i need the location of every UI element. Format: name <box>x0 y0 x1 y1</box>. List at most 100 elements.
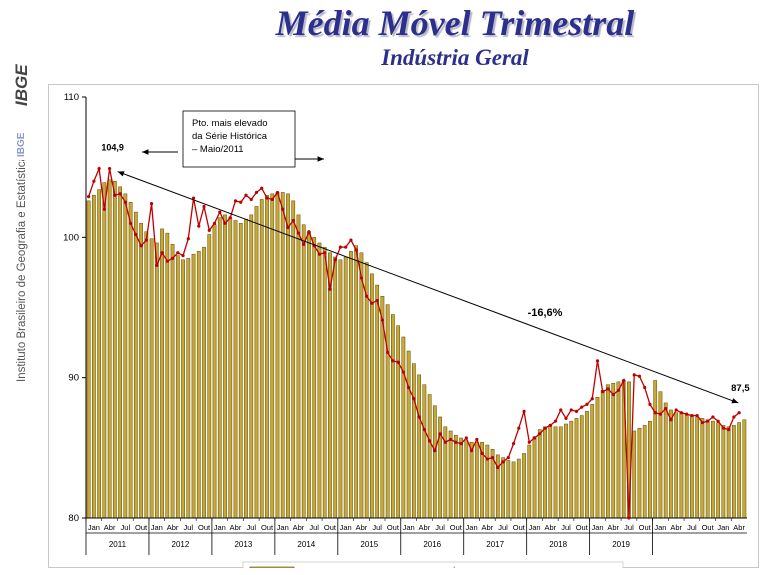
bar <box>217 217 222 519</box>
line-point <box>517 426 521 430</box>
line-point <box>700 420 705 425</box>
line-point <box>669 418 673 422</box>
month-tick-label: Jan <box>88 523 100 532</box>
bar <box>695 416 700 519</box>
month-tick-label: Out <box>261 523 274 532</box>
bar <box>406 350 411 519</box>
bar <box>359 252 364 519</box>
year-label: 2014 <box>297 540 315 549</box>
bar <box>648 420 652 519</box>
bar <box>653 380 658 519</box>
max-note-line: Pto. mais elevado <box>192 118 268 129</box>
line-point <box>139 244 143 248</box>
line-point <box>601 390 605 394</box>
line-point <box>254 190 259 195</box>
line-point <box>97 166 101 171</box>
max-value-label: 104,9 <box>101 143 124 153</box>
bar <box>412 363 416 519</box>
line-point <box>359 276 364 280</box>
legend-label-bar: Média Móvel Trimestral <box>300 567 383 568</box>
bar <box>202 246 206 519</box>
bar <box>139 223 143 519</box>
bar <box>165 232 170 519</box>
line-point <box>286 225 290 230</box>
bar <box>364 262 369 519</box>
month-tick-label: Jan <box>151 523 163 532</box>
line-point <box>611 392 615 397</box>
month-tick-label: Out <box>198 523 211 532</box>
line-point <box>223 221 227 225</box>
month-tick-label: Jan <box>528 523 540 532</box>
line-point <box>627 516 631 520</box>
month-tick-label: Out <box>135 523 148 532</box>
line-point <box>391 359 395 363</box>
line-point <box>108 166 112 171</box>
year-label: 2012 <box>172 540 190 549</box>
line-point <box>417 415 421 419</box>
sidebar-ibge: IBGE IBGE Instituto Brasileiro de Geogra… <box>0 0 40 575</box>
line-point <box>501 460 505 464</box>
legend-label-line: Índice de Base Fixa com Ajuste Sazonal <box>453 567 596 568</box>
year-label: 2015 <box>360 540 378 549</box>
line-point <box>543 426 547 430</box>
line-point <box>160 251 164 255</box>
y-tick-label: 100 <box>63 232 79 243</box>
ibge-logo-text: IBGE <box>12 64 31 106</box>
bar <box>669 409 673 519</box>
month-tick-label: Jan <box>340 523 352 532</box>
line-point <box>328 287 332 291</box>
line-point <box>580 405 584 409</box>
month-tick-label: Jan <box>717 523 729 532</box>
svg-text:Instituto Brasileiro de Geogra: Instituto Brasileiro de Geografia e Esta… <box>16 160 28 382</box>
bar <box>684 413 689 519</box>
bar <box>438 416 442 519</box>
month-tick-label: Jul <box>561 523 571 532</box>
legend-box <box>242 561 624 568</box>
page-title: Média Móvel Trimestral <box>275 3 635 43</box>
bar <box>301 224 306 519</box>
bar <box>307 231 311 519</box>
bar <box>422 384 427 519</box>
year-label: 2013 <box>234 540 252 549</box>
bar <box>149 238 154 519</box>
bar <box>721 425 726 519</box>
bar <box>616 381 621 519</box>
bar <box>548 425 553 519</box>
bar <box>238 223 243 519</box>
bar <box>97 189 101 519</box>
bar <box>118 186 122 519</box>
bar <box>102 182 107 519</box>
line-point <box>317 252 322 256</box>
line-point <box>469 449 474 453</box>
line-point <box>454 440 458 444</box>
bar <box>711 420 715 519</box>
bar <box>595 397 600 519</box>
line-point <box>564 416 568 420</box>
line-point <box>228 216 232 220</box>
bar <box>579 415 584 519</box>
line-point <box>459 442 463 446</box>
line-point <box>653 411 657 415</box>
line-point <box>202 204 206 209</box>
bar <box>275 192 280 519</box>
line-point <box>265 196 269 200</box>
month-tick-label: Out <box>639 523 652 532</box>
month-tick-label: Jan <box>466 523 478 532</box>
legend-bar-swatch <box>249 566 295 568</box>
bar <box>265 194 269 519</box>
bar <box>611 383 616 519</box>
line-point <box>632 373 636 377</box>
bar <box>112 180 117 519</box>
line-point <box>296 231 301 235</box>
line-point <box>448 437 453 442</box>
bar <box>338 259 343 519</box>
line-point <box>176 251 180 255</box>
line-point <box>212 221 217 225</box>
bar <box>317 242 322 519</box>
month-tick-label: Jan <box>277 523 289 532</box>
line-point <box>721 426 725 430</box>
year-label: 2019 <box>612 540 630 549</box>
line-point <box>249 197 253 202</box>
bar <box>291 200 296 519</box>
line-point <box>522 409 526 413</box>
